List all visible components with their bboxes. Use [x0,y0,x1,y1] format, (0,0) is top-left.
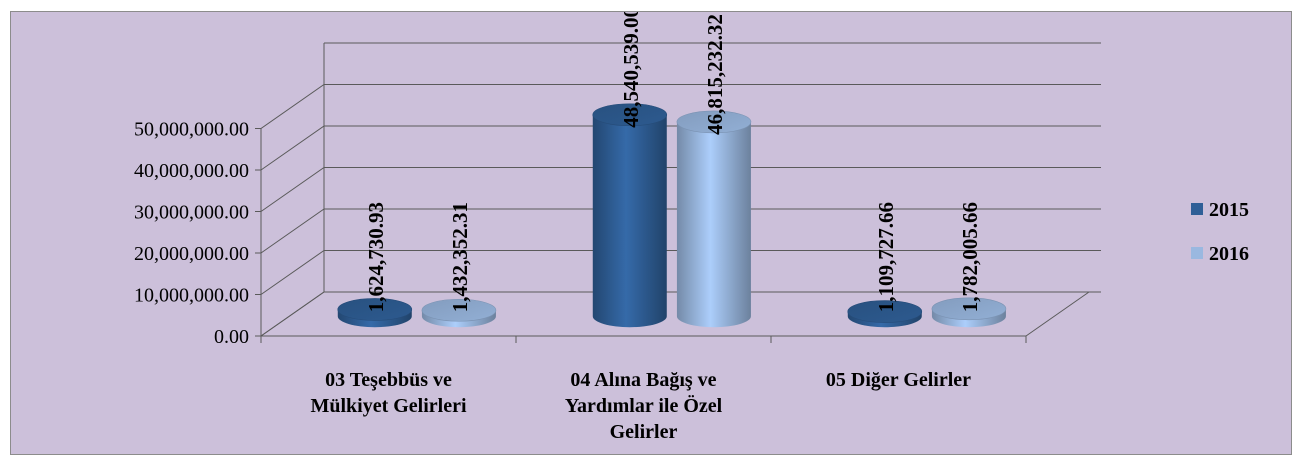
x-category-label: 05 Diğer Gelirler [826,369,971,391]
legend-label-2016: 2016 [1209,243,1249,265]
x-category-line: 05 Diğer Gelirler [826,369,971,391]
x-category-label: 04 Alına Bağış ve Yardımlar ile Özel Gelir… [565,369,723,443]
legend-swatch-2015 [1191,203,1203,215]
bar-top [931,297,1007,321]
x-category-line: 03 Teşebbüs ve [325,369,452,391]
data-labels: 1,624,730.93 1,432,352.31 48,540,539.00 46,… [364,12,982,312]
bars [337,103,1007,328]
y-tick-label: 10,000,000.00 [134,285,249,307]
x-axis: 03 Teşebbüs ve Mülkiyet Gelirleri 04 Alına… [260,336,1027,443]
gridline [260,84,1101,129]
y-tick-label: 30,000,000.00 [134,202,249,224]
gridline [260,250,1101,295]
floor-right-edge [1025,291,1090,337]
y-tick-label: 50,000,000.00 [134,119,249,141]
data-label: 1,782,005.66 [958,202,982,312]
bar-2015-2 [847,300,923,328]
x-category-line: Gelirler [610,421,678,443]
gridline [260,167,1101,212]
legend-label-2015: 2015 [1209,199,1249,221]
bar-body [592,114,667,328]
bar-top [847,300,923,323]
bar-top [676,110,752,134]
bar-2016-0 [421,298,497,328]
gridline [260,291,1101,337]
y-axis: 0.00 10,000,000.00 20,000,000.00 30,000,000… [134,119,262,348]
data-label: 46,815,232.32 [703,14,727,135]
chart-svg: 0.00 10,000,000.00 20,000,000.00 30,000,000… [134,12,1249,443]
y-tick-label: 40,000,000.00 [134,160,249,182]
legend: 2015 2016 [1191,199,1249,265]
bar-top [337,298,413,321]
chart-area: 0.00 10,000,000.00 20,000,000.00 30,000,000… [10,11,1292,455]
bar-2016-2 [931,297,1007,328]
data-label: 1,432,352.31 [448,202,472,312]
legend-swatch-2016 [1191,247,1203,259]
bar-2015-0 [337,298,413,328]
y-tick-label: 0.00 [214,326,249,348]
x-category-line: Yardımlar ile Özel [565,394,723,417]
bar-body [676,121,751,328]
gridline [260,125,1101,171]
gridlines [260,42,1101,337]
data-label: 1,624,730.93 [364,202,388,312]
bar-top [421,298,497,322]
bar-2015-1 [592,103,668,328]
bar-2016-1 [676,110,752,328]
bar-top [592,103,668,127]
x-category-line: 04 Alına Bağış ve [570,369,716,391]
y-tick-label: 20,000,000.00 [134,243,249,265]
data-label: 48,540,539.00 [619,12,643,128]
data-label: 1,109,727.66 [874,202,898,312]
x-category-line: Mülkiyet Gelirleri [310,395,467,417]
x-category-label: 03 Teşebbüs ve Mülkiyet Gelirleri [310,369,467,417]
gridline [260,208,1101,254]
